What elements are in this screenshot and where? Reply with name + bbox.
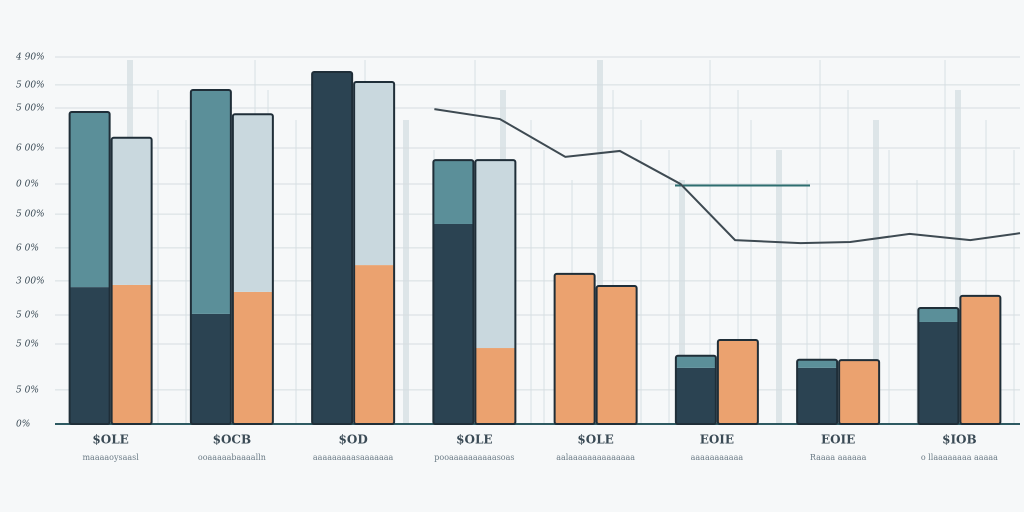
x-tick-label: $OLE — [456, 433, 492, 447]
bar-outline — [432, 159, 475, 425]
y-tick-label: 5 0% — [16, 311, 39, 321]
y-tick-label: 0 0% — [16, 179, 39, 189]
bar-segment — [354, 265, 395, 424]
bar-segment — [69, 287, 110, 424]
bar-segment — [69, 112, 110, 288]
bar-segment — [717, 339, 758, 424]
x-tick-label: EOIE — [700, 433, 734, 447]
bar-segment — [433, 160, 474, 224]
x-tick-label: $OCB — [213, 433, 252, 447]
x-sub-label: ooaaaaabaaaalln — [198, 453, 266, 462]
y-tick-label: 5 0% — [16, 385, 39, 395]
bar-segment — [475, 348, 516, 424]
y-tick-label: 5 00% — [16, 210, 45, 220]
bar-segment — [839, 360, 880, 424]
bar-segment — [475, 160, 516, 349]
bar-outline — [716, 338, 759, 425]
bar-segment — [354, 81, 395, 266]
x-sub-label: o llaaaaaaaa aaaaa — [921, 453, 998, 462]
y-tick-label: 0% — [16, 420, 30, 430]
x-tick-label: $OLE — [577, 433, 613, 447]
bar-outline — [311, 71, 354, 425]
bar-outline — [68, 111, 111, 426]
bar-segment — [675, 355, 716, 368]
bar-outline — [110, 136, 153, 426]
bar-segment — [312, 72, 353, 424]
y-tick-label: 6 0% — [16, 243, 39, 253]
bar-segment — [797, 359, 838, 368]
bar-outline — [838, 359, 881, 425]
x-tick-label: EOIE — [821, 433, 855, 447]
bar-outline — [553, 272, 596, 425]
x-sub-label: pooaaaaaaaaaasoas — [434, 453, 514, 462]
bar-outline — [595, 285, 638, 425]
y-tick-label: 5 0% — [16, 339, 39, 349]
y-tick-label: 3 00% — [16, 276, 45, 286]
bar-outline — [231, 113, 274, 425]
bar-segment — [111, 137, 152, 285]
bar-segment — [554, 273, 595, 424]
y-tick-label: 5 00% — [16, 104, 45, 114]
x-tick-label: $OD — [339, 433, 368, 447]
bar-segment — [675, 367, 716, 424]
bar-segment — [190, 313, 231, 424]
bar-outline — [959, 294, 1002, 425]
bar-outline — [189, 89, 232, 425]
x-tick-label: $OLE — [92, 433, 128, 447]
bar-segment — [960, 295, 1001, 424]
x-sub-label: Raaaa aaaaaa — [810, 453, 867, 462]
y-tick-label: 4 90% — [15, 53, 45, 63]
bar-segment — [797, 367, 838, 424]
x-tick-label: $IOB — [942, 433, 977, 447]
x-sub-label: maaaaoysaasl — [82, 453, 139, 462]
bar-outline — [917, 307, 960, 426]
bar-segment — [918, 321, 959, 424]
x-sub-label: aaaaaaaaasaaaaaaa — [313, 453, 394, 462]
y-tick-label: 6 00% — [16, 144, 45, 154]
bar-segment — [918, 308, 959, 322]
bar-outline — [796, 358, 839, 425]
bar-segment — [433, 223, 474, 424]
bar-segment — [596, 286, 637, 424]
x-sub-label: aalaaaaaaaaaaaaaa — [556, 453, 635, 462]
bar-segment — [232, 291, 273, 424]
bar-segment — [190, 90, 231, 314]
bar-outline — [353, 80, 396, 426]
x-sub-label: aaaaaaaaaaa — [691, 453, 744, 462]
bar-segment — [232, 114, 273, 292]
bar-outline — [474, 159, 517, 425]
y-tick-label: 5 00% — [16, 80, 45, 90]
trend-line — [434, 108, 1021, 245]
bar-outline — [674, 354, 717, 426]
bar-segment — [111, 284, 152, 424]
